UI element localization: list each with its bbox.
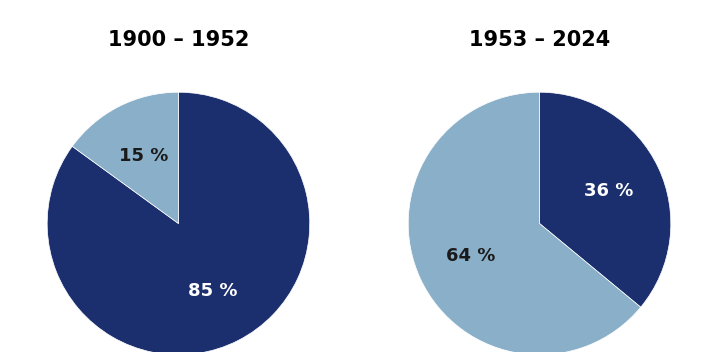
Wedge shape [47,92,309,352]
Text: 85 %: 85 % [188,282,238,300]
Wedge shape [409,92,640,352]
Title: 1953 – 2024: 1953 – 2024 [469,30,610,50]
Text: 64 %: 64 % [446,247,495,265]
Text: 36 %: 36 % [584,182,633,200]
Title: 1900 – 1952: 1900 – 1952 [108,30,249,50]
Wedge shape [539,92,671,307]
Wedge shape [73,92,179,224]
Text: 15 %: 15 % [119,147,169,165]
